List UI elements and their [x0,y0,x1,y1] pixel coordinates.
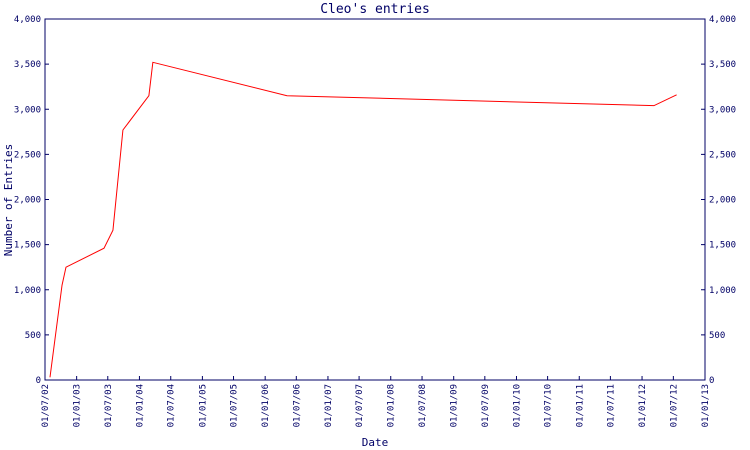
x-tick-label: 01/07/12 [669,384,679,427]
x-tick-label: 01/01/10 [512,384,522,427]
y2-tick-label: 1,000 [709,286,736,296]
x-tick-label: 01/01/13 [701,384,711,427]
y2-tick-label: 4,000 [709,15,736,25]
x-tick-label: 01/07/05 [230,384,240,427]
x-tick-label: 01/07/03 [104,384,114,427]
data-line [49,61,677,378]
x-tick-label: 01/01/08 [387,384,397,427]
y2-tick-label: 0 [709,376,714,386]
y-tick-label: 2,000 [14,196,41,206]
x-tick-label: 01/01/05 [198,384,208,427]
y-tick-label: 500 [25,331,41,341]
x-tick-label: 01/01/07 [324,384,334,427]
x-tick-label: 01/07/07 [355,384,365,427]
y-tick-label: 1,500 [14,241,41,251]
y-tick-label: 3,500 [14,60,41,70]
y2-tick-label: 1,500 [709,241,736,251]
x-tick-label: 01/01/11 [575,384,585,427]
y-tick-label: 3,000 [14,105,41,115]
x-tick-label: 01/01/06 [261,384,271,427]
x-axis-title: Date [362,436,389,449]
x-tick-label: 01/01/03 [73,384,83,427]
x-tick-label: 01/07/09 [481,384,491,427]
x-tick-label: 01/07/04 [167,384,177,427]
x-tick-label: 01/01/04 [135,384,145,427]
y-tick-label: 2,500 [14,150,41,160]
x-tick-label: 01/01/09 [450,384,460,427]
y-axis-title: Number of Entries [2,144,15,257]
x-tick-label: 01/07/10 [544,384,554,427]
x-tick-label: 01/07/11 [606,384,616,427]
y-tick-label: 1,000 [14,286,41,296]
y-tick-label: 0 [36,376,41,386]
y2-tick-label: 2,000 [709,196,736,206]
y2-tick-label: 3,500 [709,60,736,70]
y2-tick-label: 3,000 [709,105,736,115]
x-tick-label: 01/07/02 [41,384,51,427]
x-tick-label: 01/07/06 [292,384,302,427]
y-tick-label: 4,000 [14,15,41,25]
y2-tick-label: 500 [709,331,725,341]
x-tick-label: 01/01/12 [638,384,648,427]
y2-tick-label: 2,500 [709,150,736,160]
plot-frame [44,18,706,381]
chart-title: Cleo's entries [320,2,430,17]
x-tick-label: 01/07/08 [418,384,428,427]
